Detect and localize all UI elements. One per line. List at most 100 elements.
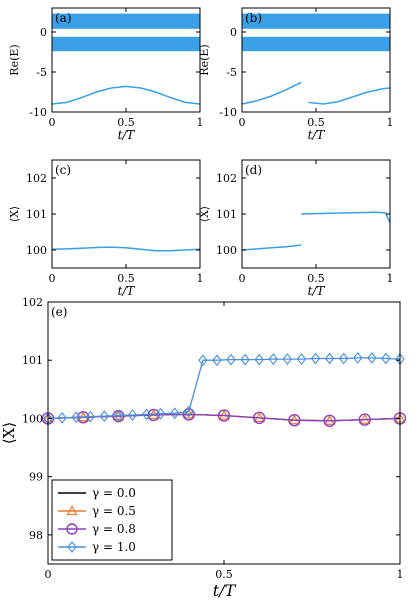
panel-label: (e)	[51, 305, 67, 319]
data-point-3-17	[282, 353, 293, 365]
legend-marker	[66, 505, 78, 516]
x-tick-label: 0.5	[307, 272, 325, 285]
legend-label: γ = 0.5	[92, 504, 136, 518]
data-point-3-15	[254, 353, 264, 366]
x-tick-label: 0	[49, 116, 56, 129]
y-tick-label: 98	[29, 529, 43, 542]
y-tick-label: 0	[230, 26, 237, 39]
panel-0: 0 0.5 1 -10 -5 0 t/T Re(E) (a)	[8, 7, 204, 142]
x-axis-label: t/T	[213, 581, 237, 600]
y-tick-label: 101	[216, 208, 237, 221]
x-tick-label: 0.5	[215, 568, 233, 581]
series-line-0	[51, 246, 201, 252]
data-point-3-21	[338, 352, 349, 365]
data-point-3-16	[268, 353, 278, 365]
y-tick-label: 100	[22, 412, 43, 425]
y-tick-label: 102	[26, 172, 47, 185]
data-point-2-6	[253, 411, 266, 425]
energy-band-1	[52, 36, 200, 52]
data-point-2-7	[288, 413, 301, 427]
panel-label: (a)	[55, 11, 72, 25]
x-tick-label: 0.5	[117, 272, 135, 285]
y-tick-label: 101	[22, 354, 43, 367]
legend: γ = 0.0 γ = 0.5 γ = 0.8 γ = 1.0	[51, 479, 173, 561]
series-line-0	[241, 244, 302, 251]
y-tick-label: -10	[219, 106, 237, 119]
data-point-3-8	[155, 407, 166, 420]
legend-marker	[66, 523, 78, 535]
data-point-3-24	[381, 352, 391, 365]
y-axis-label: ⟨X⟩	[8, 206, 21, 222]
axes-frame	[51, 159, 201, 269]
y-tick-label: -5	[226, 66, 237, 79]
panel-2: 0 0.5 1 100 101 102 t/T ⟨X⟩ (c)	[8, 159, 204, 298]
data-point-2-8	[323, 414, 336, 427]
data-point-3-12	[212, 354, 222, 367]
x-tick-label: 1	[387, 116, 394, 129]
data-point-3-7	[141, 408, 152, 421]
x-axis-label: t/T	[118, 284, 136, 298]
data-point-3-13	[226, 353, 236, 366]
x-tick-label: 1	[197, 272, 204, 285]
data-point-3-23	[367, 352, 377, 364]
data-point-3-5	[113, 409, 124, 422]
data-point-3-14	[240, 353, 250, 366]
data-point-3-11	[198, 354, 208, 367]
data-point-3-1	[57, 411, 67, 424]
y-axis-label: Re(E)	[8, 44, 21, 75]
y-tick-label: -5	[36, 66, 47, 79]
x-axis-label: t/T	[118, 128, 136, 142]
y-axis-label: Re(E)	[198, 44, 211, 75]
data-point-3-9	[170, 407, 180, 420]
y-tick-label: 101	[26, 208, 47, 221]
x-tick-label: 0.5	[117, 116, 135, 129]
y-tick-label: 99	[29, 471, 43, 484]
x-tick-label: 1	[387, 272, 394, 285]
x-tick-label: 1	[197, 116, 204, 129]
x-axis-label: t/T	[308, 284, 326, 298]
data-point-3-19	[310, 352, 321, 365]
y-tick-label: 102	[216, 172, 237, 185]
y-tick-label: 100	[216, 244, 237, 257]
panel-3: 0 0.5 1 100 101 102 t/T ⟨X⟩ (d)	[198, 159, 394, 298]
x-tick-label: 1	[397, 568, 404, 581]
legend-label: γ = 0.8	[92, 522, 136, 536]
x-tick-label: 0	[45, 568, 52, 581]
x-tick-label: 0	[239, 116, 246, 129]
legend-label: γ = 0.0	[92, 486, 136, 500]
data-point-3-10	[184, 405, 194, 418]
data-point-3-3	[85, 410, 95, 423]
data-point-3-18	[296, 353, 307, 365]
legend-marker	[67, 541, 77, 553]
x-tick-label: 0	[49, 272, 56, 285]
data-point-2-5	[217, 409, 231, 422]
energy-band-0	[52, 13, 200, 29]
y-tick-label: 100	[26, 244, 47, 257]
series-line-1	[308, 87, 391, 105]
x-tick-label: 0	[239, 272, 246, 285]
data-point-3-22	[353, 352, 363, 364]
data-point-3-6	[127, 409, 138, 421]
y-tick-label: -10	[29, 106, 47, 119]
data-point-2-4	[182, 408, 196, 421]
series-line-3	[47, 357, 401, 420]
energy-band-0	[242, 13, 390, 29]
panel-label: (b)	[245, 11, 262, 25]
y-axis-label: ⟨X⟩	[0, 422, 18, 444]
series-line-0	[51, 85, 201, 105]
y-axis-label: ⟨X⟩	[198, 206, 211, 222]
data-point-3-2	[71, 411, 81, 424]
legend-label: γ = 1.0	[92, 540, 136, 554]
data-point-3-20	[324, 352, 335, 365]
panel-label: (d)	[245, 163, 262, 177]
panel-label: (c)	[55, 163, 71, 177]
data-point-3-4	[99, 410, 110, 422]
y-tick-label: 102	[22, 296, 43, 309]
y-tick-label: 0	[40, 26, 47, 39]
data-point-2-9	[358, 413, 371, 426]
x-tick-label: 0.5	[307, 116, 325, 129]
series-line-0	[241, 81, 302, 105]
series-line-1	[301, 211, 391, 224]
